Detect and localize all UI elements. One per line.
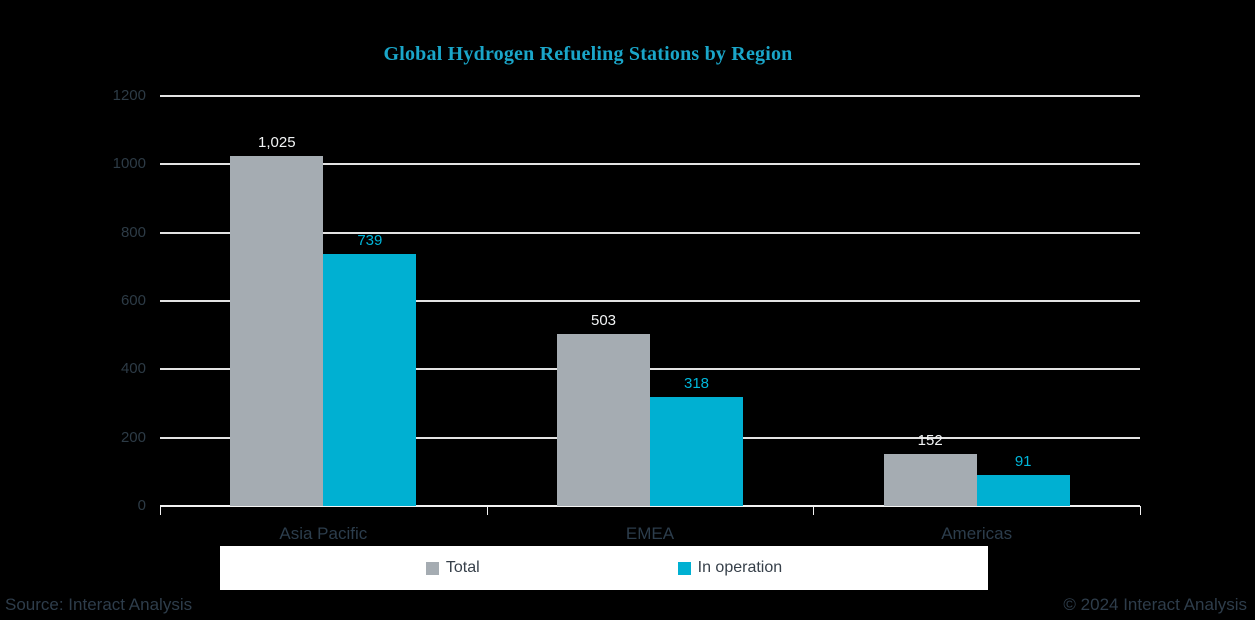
y-axis: 0 200 400 600 800 1000 1200 [0, 88, 146, 513]
y-axis-tick-label: 600 [120, 292, 146, 309]
legend-swatch [425, 561, 439, 575]
source-text: Source: Interact Analysis [5, 595, 193, 614]
bar-value-label: 318 [683, 375, 710, 393]
copyright-text: © 2024 Interact Analysis [1063, 595, 1247, 614]
legend: Total In operation [220, 546, 988, 590]
y-axis-tick-label: 400 [120, 360, 146, 378]
gridline [160, 231, 1140, 234]
bar-total-emea [557, 334, 650, 506]
x-axis-tick [486, 506, 488, 515]
bar-value-label: 152 [917, 432, 943, 450]
gridline [160, 95, 1140, 97]
y-axis-tick-label: 1000 [112, 155, 146, 173]
x-axis-tick [813, 506, 815, 515]
plot-area: 1,025 739 503 318 152 91 [160, 95, 1140, 507]
y-axis-tick-label: 0 [137, 497, 146, 514]
x-axis-label-emea: EMEA [625, 524, 675, 543]
bar-in-operation-emea [650, 397, 743, 506]
bar-in-operation-asia-pacific [323, 253, 417, 506]
x-axis-line [160, 505, 1140, 507]
legend-label: In operation [697, 559, 783, 576]
bar-value-label: 503 [590, 312, 617, 330]
legend-label: Total [445, 559, 480, 576]
legend-item-in-operation: In operation [677, 559, 783, 576]
y-axis-tick-label: 200 [120, 428, 146, 446]
x-axis-label-asia-pacific: Asia Pacific [279, 524, 368, 543]
y-axis-tick-label: 1200 [112, 87, 146, 104]
bar-value-label: 1,025 [258, 133, 296, 151]
chart-title: Global Hydrogen Refueling Stations by Re… [383, 43, 793, 65]
x-axis-label-americas: Americas [941, 524, 1013, 543]
x-axis-tick [1140, 506, 1141, 515]
legend-swatch [677, 561, 691, 575]
bar-value-label: 739 [357, 231, 383, 249]
gridline [160, 163, 1140, 166]
x-axis-tick [160, 506, 161, 515]
bar-value-label: 91 [1014, 452, 1032, 470]
gridline [160, 300, 1140, 302]
legend-item-total: Total [425, 559, 480, 576]
bar-in-operation-americas [976, 474, 1070, 506]
y-axis-tick-label: 800 [120, 223, 146, 241]
bar-total-asia-pacific [230, 155, 324, 506]
bar-total-americas [883, 454, 977, 506]
gridline [160, 368, 1140, 371]
